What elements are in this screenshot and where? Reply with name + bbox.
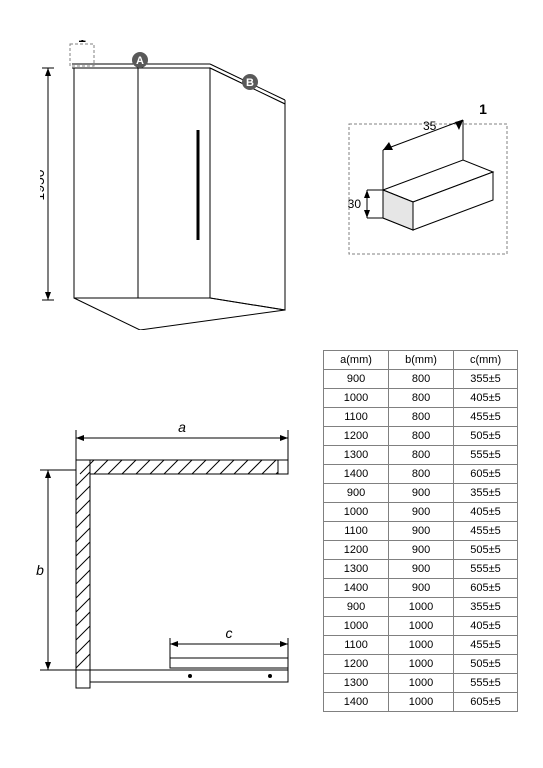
table-row: 9001000355±5 bbox=[324, 598, 518, 617]
table-cell: 1000 bbox=[389, 617, 454, 636]
table-cell: 1000 bbox=[389, 598, 454, 617]
table-cell: 355±5 bbox=[454, 598, 518, 617]
dim-b: b bbox=[36, 562, 44, 578]
table-cell: 605±5 bbox=[454, 693, 518, 712]
table-row: 12001000505±5 bbox=[324, 655, 518, 674]
table-cell: 1200 bbox=[324, 427, 389, 446]
table-cell: 1000 bbox=[389, 693, 454, 712]
table-cell: 800 bbox=[389, 427, 454, 446]
table-cell: 900 bbox=[389, 579, 454, 598]
table-cell: 1400 bbox=[324, 579, 389, 598]
table-cell: 1000 bbox=[389, 636, 454, 655]
table-cell: 455±5 bbox=[454, 636, 518, 655]
table-cell: 1100 bbox=[324, 408, 389, 427]
table-cell: 1100 bbox=[324, 522, 389, 541]
table-cell: 555±5 bbox=[454, 560, 518, 579]
table-header: b(mm) bbox=[389, 351, 454, 370]
table-row: 1400800605±5 bbox=[324, 465, 518, 484]
table-row: 1200800505±5 bbox=[324, 427, 518, 446]
table-row: 1100900455±5 bbox=[324, 522, 518, 541]
table-cell: 1300 bbox=[324, 560, 389, 579]
table-cell: 555±5 bbox=[454, 674, 518, 693]
table-cell: 1000 bbox=[324, 389, 389, 408]
height-dim: 1950 bbox=[40, 169, 47, 200]
table-row: 14001000605±5 bbox=[324, 693, 518, 712]
table-cell: 505±5 bbox=[454, 541, 518, 560]
table-cell: 800 bbox=[389, 408, 454, 427]
dim-a: a bbox=[178, 420, 186, 435]
table-cell: 455±5 bbox=[454, 408, 518, 427]
table-header: c(mm) bbox=[454, 351, 518, 370]
detail-dim-h: 30 bbox=[348, 197, 362, 211]
callout-label: 1 bbox=[78, 40, 86, 45]
table-row: 1400900605±5 bbox=[324, 579, 518, 598]
callout-box bbox=[70, 44, 94, 66]
table-cell: 900 bbox=[389, 522, 454, 541]
table-cell: 405±5 bbox=[454, 503, 518, 522]
table-cell: 605±5 bbox=[454, 579, 518, 598]
plan-view: a b c bbox=[30, 420, 300, 720]
table-cell: 900 bbox=[389, 560, 454, 579]
table-row: 1100800455±5 bbox=[324, 408, 518, 427]
detail-label: 1 bbox=[479, 101, 487, 117]
table-cell: 900 bbox=[324, 598, 389, 617]
table-cell: 1000 bbox=[389, 655, 454, 674]
table-cell: 455±5 bbox=[454, 522, 518, 541]
table-row: 13001000555±5 bbox=[324, 674, 518, 693]
table-row: 1300900555±5 bbox=[324, 560, 518, 579]
table-cell: 405±5 bbox=[454, 617, 518, 636]
table-header: a(mm) bbox=[324, 351, 389, 370]
table-row: 1300800555±5 bbox=[324, 446, 518, 465]
dimension-table: a(mm)b(mm)c(mm) 900800355±51000800405±51… bbox=[323, 350, 518, 712]
table-cell: 900 bbox=[389, 541, 454, 560]
table-cell: 505±5 bbox=[454, 655, 518, 674]
table-row: 10001000405±5 bbox=[324, 617, 518, 636]
table-cell: 900 bbox=[389, 503, 454, 522]
table-cell: 900 bbox=[324, 370, 389, 389]
table-cell: 800 bbox=[389, 389, 454, 408]
table-row: 1200900505±5 bbox=[324, 541, 518, 560]
table-cell: 355±5 bbox=[454, 484, 518, 503]
table-row: 11001000455±5 bbox=[324, 636, 518, 655]
table-cell: 1400 bbox=[324, 465, 389, 484]
svg-text:A: A bbox=[136, 55, 144, 67]
table-cell: 1300 bbox=[324, 446, 389, 465]
table-cell: 1000 bbox=[389, 674, 454, 693]
table-cell: 1300 bbox=[324, 674, 389, 693]
table-cell: 900 bbox=[389, 484, 454, 503]
table-cell: 355±5 bbox=[454, 370, 518, 389]
table-cell: 605±5 bbox=[454, 465, 518, 484]
table-cell: 1200 bbox=[324, 655, 389, 674]
table-cell: 1000 bbox=[324, 617, 389, 636]
table-cell: 1100 bbox=[324, 636, 389, 655]
detail-dim-w: 35 bbox=[423, 119, 437, 133]
table-row: 1000900405±5 bbox=[324, 503, 518, 522]
table-cell: 800 bbox=[389, 370, 454, 389]
table-cell: 405±5 bbox=[454, 389, 518, 408]
table-cell: 800 bbox=[389, 446, 454, 465]
table-cell: 1200 bbox=[324, 541, 389, 560]
table-row: 1000800405±5 bbox=[324, 389, 518, 408]
table-cell: 1000 bbox=[324, 503, 389, 522]
table-cell: 505±5 bbox=[454, 427, 518, 446]
table-cell: 800 bbox=[389, 465, 454, 484]
isometric-view: 1950 1 A B bbox=[40, 40, 300, 330]
table-cell: 555±5 bbox=[454, 446, 518, 465]
table-row: 900900355±5 bbox=[324, 484, 518, 503]
detail-view: 1 35 30 bbox=[343, 100, 513, 260]
dim-c: c bbox=[226, 625, 233, 641]
table-cell: 1400 bbox=[324, 693, 389, 712]
table-cell: 900 bbox=[324, 484, 389, 503]
table-row: 900800355±5 bbox=[324, 370, 518, 389]
svg-text:B: B bbox=[246, 77, 254, 89]
